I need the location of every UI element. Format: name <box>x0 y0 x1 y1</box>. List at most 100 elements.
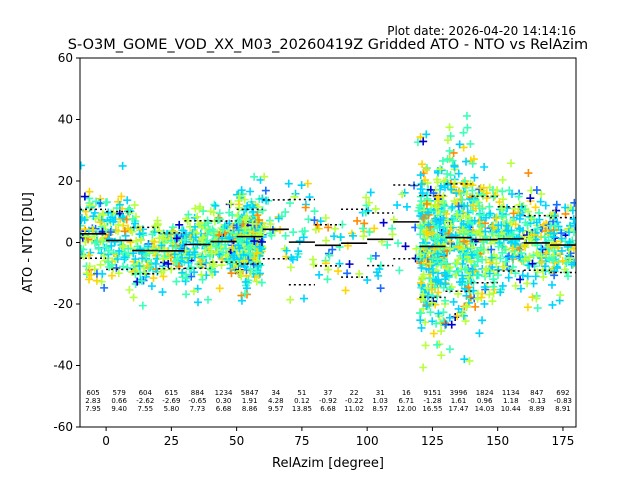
data-point <box>100 251 109 260</box>
data-point <box>541 201 550 210</box>
data-point <box>169 227 178 236</box>
data-point <box>184 210 193 219</box>
data-point <box>570 258 576 267</box>
data-point <box>235 266 244 275</box>
data-point <box>485 269 494 278</box>
data-point <box>341 286 350 295</box>
data-point <box>489 222 498 231</box>
data-point <box>416 278 425 287</box>
data-point <box>523 221 532 230</box>
data-point <box>128 214 137 223</box>
data-point <box>552 239 561 248</box>
data-point <box>193 239 202 248</box>
data-point <box>546 221 555 230</box>
bin-mean-label: 1.61 <box>451 397 467 405</box>
data-point <box>468 159 477 168</box>
data-point <box>359 224 368 233</box>
bin-std-label: 9.40 <box>111 405 127 413</box>
data-point <box>515 233 524 242</box>
data-point <box>532 186 541 195</box>
data-point <box>461 317 470 326</box>
data-point <box>96 218 105 227</box>
data-point <box>487 245 496 254</box>
data-point <box>246 242 255 251</box>
data-point <box>249 228 258 237</box>
bin-std-label: 12.00 <box>396 405 416 413</box>
data-point <box>315 270 324 279</box>
data-point <box>445 146 454 155</box>
bin-mean-label: -2.62 <box>136 397 154 405</box>
bin-std-label: 11.02 <box>344 405 364 413</box>
data-point <box>445 123 454 132</box>
data-point <box>189 287 198 296</box>
data-point <box>343 269 352 278</box>
data-point <box>274 214 283 223</box>
bin-std-label: 7.55 <box>137 405 153 413</box>
data-point <box>88 225 97 234</box>
x-tick-label: 100 <box>356 434 379 448</box>
data-point <box>157 268 166 277</box>
data-point <box>466 293 475 302</box>
data-point <box>235 237 244 246</box>
data-point <box>511 239 520 248</box>
data-point <box>80 252 88 261</box>
data-point <box>335 259 344 268</box>
data-point <box>500 262 509 271</box>
data-point <box>338 220 347 229</box>
data-point <box>219 248 228 257</box>
data-point <box>466 139 475 148</box>
data-point <box>478 237 487 246</box>
data-point <box>498 187 507 196</box>
data-point <box>250 172 259 181</box>
data-point <box>105 234 114 243</box>
data-point <box>462 190 471 199</box>
data-point <box>566 221 575 230</box>
bin-std-label: 7.73 <box>190 405 206 413</box>
data-point <box>309 260 318 269</box>
data-point <box>463 123 472 132</box>
data-point <box>422 130 431 139</box>
data-point <box>520 254 529 263</box>
data-point <box>190 248 199 257</box>
data-point <box>498 281 507 290</box>
data-point <box>506 218 515 227</box>
data-point <box>256 231 265 240</box>
data-point <box>401 242 410 251</box>
data-point <box>252 267 261 276</box>
data-point <box>461 265 470 274</box>
data-point <box>454 266 463 275</box>
data-point <box>180 235 189 244</box>
data-point <box>235 244 244 253</box>
data-point <box>181 230 190 239</box>
data-point <box>415 203 424 212</box>
data-point <box>511 269 520 278</box>
data-point <box>433 340 442 349</box>
data-point <box>563 272 572 281</box>
data-point <box>496 254 505 263</box>
bin-std-label: 6.68 <box>320 405 336 413</box>
data-point <box>487 253 496 262</box>
data-point <box>304 215 313 224</box>
data-point <box>328 245 337 254</box>
data-point <box>143 261 152 270</box>
data-point <box>442 259 451 268</box>
data-point <box>190 268 199 277</box>
data-point <box>255 269 264 278</box>
data-point <box>469 196 478 205</box>
data-point <box>366 188 375 197</box>
bin-std-label: 9.57 <box>268 405 284 413</box>
data-point <box>412 244 421 253</box>
data-point <box>443 155 452 164</box>
data-point <box>175 220 184 229</box>
data-point <box>468 243 477 252</box>
bin-mean-label: -0.13 <box>528 397 546 405</box>
data-point <box>246 187 255 196</box>
data-point <box>131 255 140 264</box>
data-point <box>204 295 213 304</box>
data-point <box>516 275 525 284</box>
data-point <box>462 291 471 300</box>
data-point <box>499 195 508 204</box>
data-point <box>532 249 541 258</box>
bin-count-label: 1134 <box>502 389 520 397</box>
bin-statistics-layer <box>80 183 576 299</box>
